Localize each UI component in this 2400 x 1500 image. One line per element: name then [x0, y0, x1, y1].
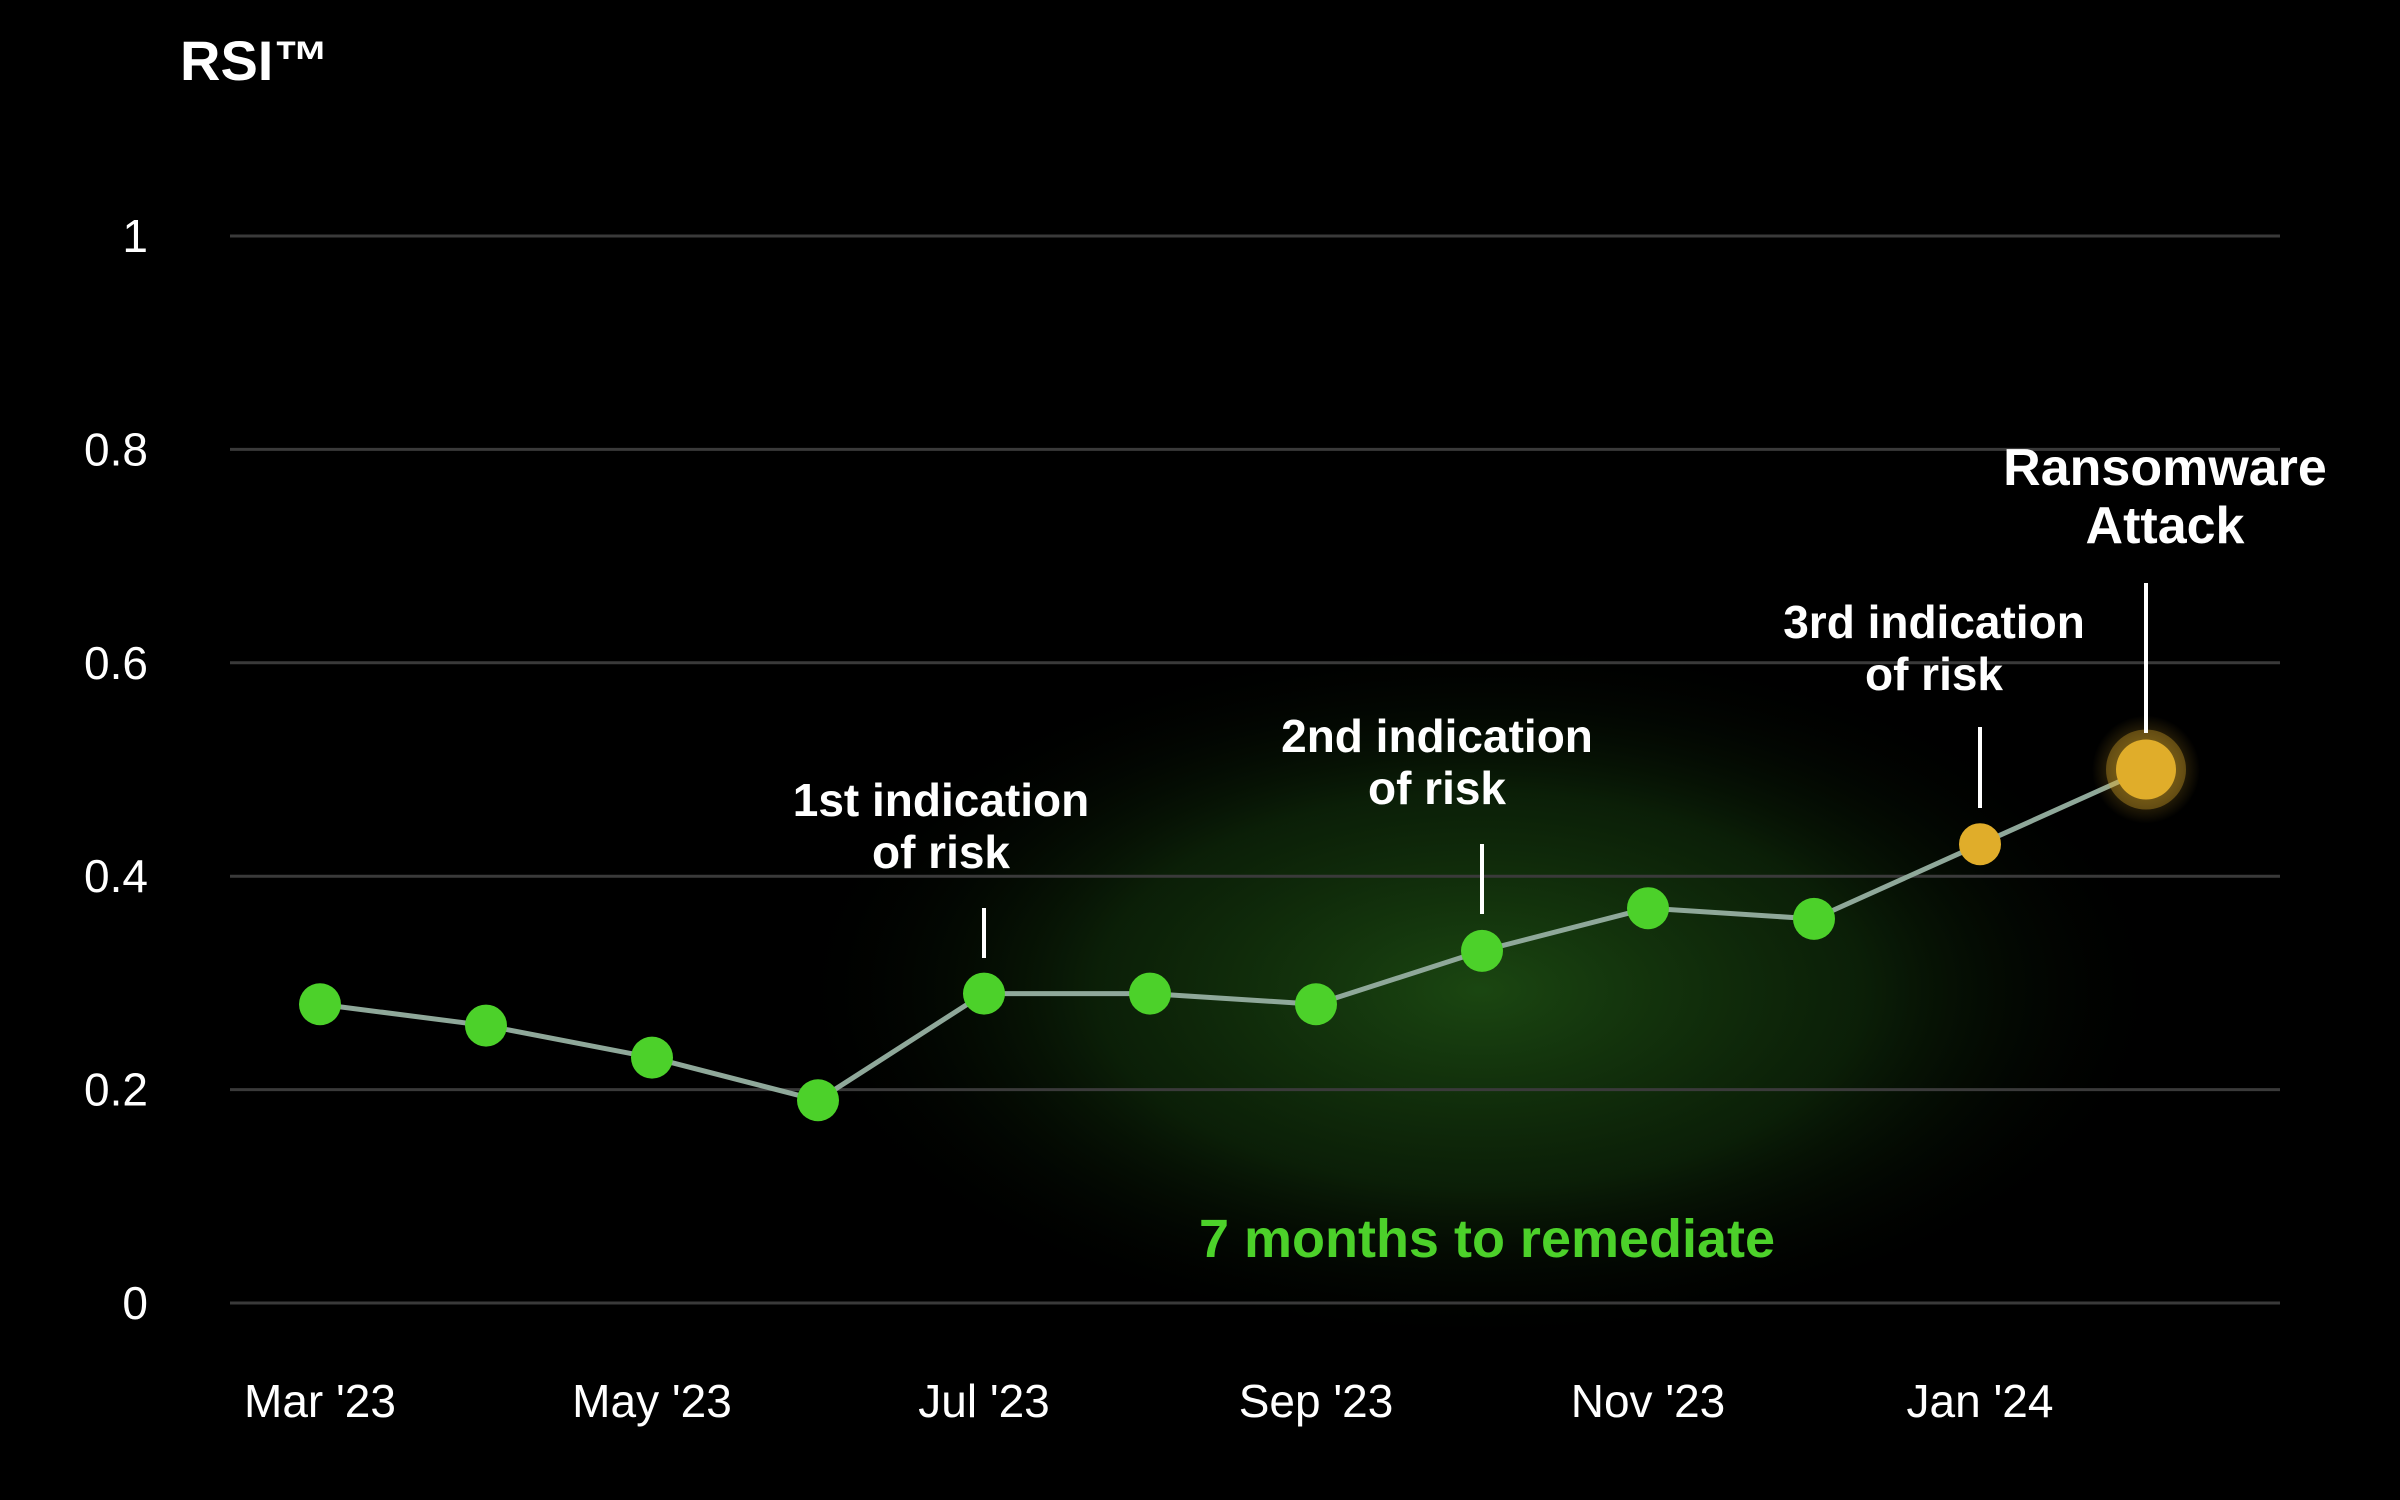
- y-tick-label: 0.2: [84, 1064, 148, 1116]
- data-point: [1793, 897, 1835, 940]
- annotation-label-line: of risk: [872, 826, 1010, 878]
- data-point: [299, 983, 341, 1026]
- x-tick-label: May '23: [572, 1375, 732, 1427]
- y-tick-label: 0.8: [84, 423, 148, 475]
- x-tick-label: Jul '23: [918, 1375, 1050, 1427]
- data-point: [1461, 929, 1503, 972]
- annotation-label-line: of risk: [1865, 648, 2003, 700]
- y-tick-label: 0.4: [84, 850, 148, 902]
- series-line-segment: [1147, 991, 1319, 1007]
- remediation-label: 7 months to remediate: [1199, 1209, 1775, 1269]
- annotation-label-line: 2nd indication: [1281, 710, 1593, 762]
- data-point: [797, 1079, 839, 1122]
- y-tick-label: 0.6: [84, 637, 148, 689]
- series-line-segment: [1313, 948, 1485, 1007]
- chart-title: RSI™: [180, 29, 330, 92]
- annotation-label-line: of risk: [1368, 762, 1506, 814]
- y-tick-label: 0: [122, 1277, 148, 1329]
- data-point: [631, 1036, 673, 1079]
- series-line-segment: [317, 1001, 489, 1029]
- attack-data-point: [2116, 739, 2176, 800]
- warning-data-point: [1959, 823, 2001, 866]
- series-line-segment: [815, 991, 987, 1103]
- remediation-glow: [780, 630, 2180, 1350]
- series-line-segment: [649, 1055, 821, 1103]
- annotation-label-line: Attack: [2086, 497, 2245, 555]
- x-tick-label: Mar '23: [244, 1375, 396, 1427]
- data-point: [465, 1004, 507, 1047]
- data-point: [1129, 972, 1171, 1015]
- x-tick-label: Jan '24: [1907, 1375, 2054, 1427]
- annotation-label-line: 3rd indication: [1783, 596, 2085, 648]
- data-point: [963, 972, 1005, 1015]
- series-line-segment: [483, 1023, 655, 1061]
- annotation-label-line: Ransomware: [2003, 439, 2327, 497]
- series-line-segment: [1479, 905, 1651, 954]
- x-tick-label: Nov '23: [1571, 1375, 1726, 1427]
- y-tick-label: 1: [122, 210, 148, 262]
- x-tick-label: Sep '23: [1239, 1375, 1394, 1427]
- annotation-label-line: 1st indication: [793, 774, 1089, 826]
- series-line-segment: [1811, 841, 1983, 922]
- data-point: [1295, 983, 1337, 1026]
- data-point: [1627, 887, 1669, 930]
- series-line-segment: [1645, 905, 1817, 922]
